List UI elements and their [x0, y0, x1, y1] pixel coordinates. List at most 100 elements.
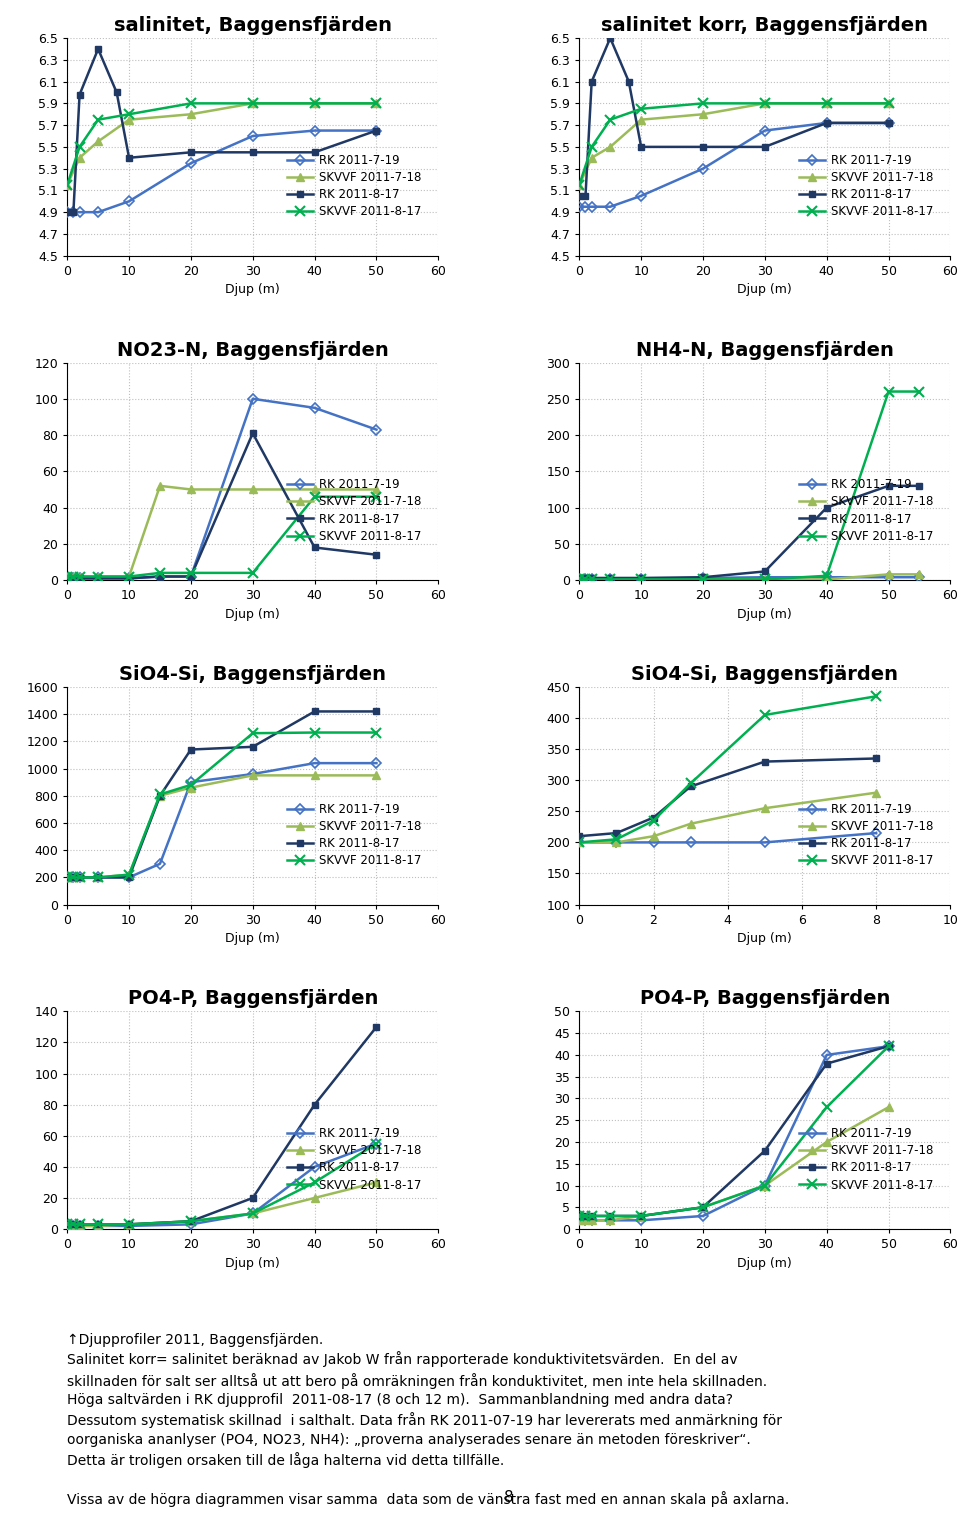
- SKVVF 2011-7-18: [611, 833, 622, 851]
- SKVVF 2011-7-18: [92, 133, 104, 151]
- RK 2011-7-19: [636, 570, 647, 588]
- RK 2011-7-19: [611, 833, 622, 851]
- SKVVF 2011-8-17: [636, 1206, 647, 1224]
- SKVVF 2011-7-18: [586, 570, 597, 588]
- RK 2011-7-19: [92, 868, 104, 886]
- Line: RK 2011-8-17: RK 2011-8-17: [63, 1023, 380, 1228]
- RK 2011-8-17: [309, 702, 321, 720]
- SKVVF 2011-7-18: [605, 1211, 616, 1229]
- RK 2011-8-17: [573, 187, 585, 206]
- RK 2011-7-19: [580, 570, 591, 588]
- RK 2011-8-17: [883, 477, 895, 495]
- SKVVF 2011-8-17: [74, 1215, 85, 1234]
- RK 2011-7-19: [586, 198, 597, 216]
- SKVVF 2011-8-17: [697, 1199, 708, 1217]
- RK 2011-7-19: [580, 1211, 591, 1229]
- SKVVF 2011-7-18: [92, 868, 104, 886]
- RK 2011-7-19: [697, 160, 708, 178]
- SKVVF 2011-7-18: [697, 570, 708, 588]
- RK 2011-7-19: [247, 126, 258, 145]
- X-axis label: Djup (m): Djup (m): [226, 1256, 280, 1270]
- Line: SKVVF 2011-7-18: SKVVF 2011-7-18: [63, 771, 380, 882]
- RK 2011-8-17: [871, 749, 882, 768]
- RK 2011-8-17: [123, 868, 134, 886]
- SKVVF 2011-8-17: [573, 1206, 585, 1224]
- Legend: RK 2011-7-19, SKVVF 2011-7-18, RK 2011-8-17, SKVVF 2011-8-17: RK 2011-7-19, SKVVF 2011-7-18, RK 2011-8…: [795, 798, 938, 871]
- RK 2011-8-17: [309, 143, 321, 161]
- SKVVF 2011-7-18: [247, 1205, 258, 1223]
- RK 2011-7-19: [185, 154, 197, 172]
- SKVVF 2011-8-17: [309, 94, 321, 113]
- RK 2011-7-19: [759, 568, 771, 586]
- SKVVF 2011-8-17: [821, 94, 832, 113]
- Line: SKVVF 2011-8-17: SKVVF 2011-8-17: [574, 387, 924, 585]
- SKVVF 2011-8-17: [636, 99, 647, 117]
- RK 2011-8-17: [697, 137, 708, 155]
- SKVVF 2011-7-18: [74, 868, 85, 886]
- Line: RK 2011-8-17: RK 2011-8-17: [576, 1043, 892, 1220]
- SKVVF 2011-7-18: [61, 175, 73, 193]
- SKVVF 2011-7-18: [123, 568, 134, 586]
- SKVVF 2011-7-18: [759, 94, 771, 113]
- RK 2011-8-17: [371, 702, 382, 720]
- RK 2011-7-19: [573, 198, 585, 216]
- RK 2011-7-19: [636, 187, 647, 206]
- SKVVF 2011-8-17: [611, 830, 622, 848]
- Title: salinitet korr, Baggensfjärden: salinitet korr, Baggensfjärden: [601, 17, 928, 35]
- RK 2011-7-19: [185, 568, 197, 586]
- SKVVF 2011-8-17: [605, 1206, 616, 1224]
- RK 2011-7-19: [697, 1206, 708, 1224]
- SKVVF 2011-8-17: [697, 570, 708, 588]
- SKVVF 2011-7-18: [185, 105, 197, 123]
- RK 2011-8-17: [605, 1206, 616, 1224]
- SKVVF 2011-8-17: [580, 570, 591, 588]
- RK 2011-7-19: [573, 1211, 585, 1229]
- Line: RK 2011-7-19: RK 2011-7-19: [63, 1141, 380, 1229]
- Line: SKVVF 2011-7-18: SKVVF 2011-7-18: [63, 481, 380, 580]
- SKVVF 2011-7-18: [74, 1217, 85, 1235]
- RK 2011-8-17: [185, 568, 197, 586]
- SKVVF 2011-7-18: [185, 1212, 197, 1231]
- RK 2011-8-17: [648, 809, 660, 827]
- RK 2011-7-19: [605, 570, 616, 588]
- Line: RK 2011-7-19: RK 2011-7-19: [576, 119, 892, 210]
- RK 2011-7-19: [309, 122, 321, 140]
- X-axis label: Djup (m): Djup (m): [737, 932, 792, 946]
- X-axis label: Djup (m): Djup (m): [737, 608, 792, 621]
- Title: PO4-P, Baggensfjärden: PO4-P, Baggensfjärden: [639, 990, 890, 1008]
- SKVVF 2011-7-18: [759, 570, 771, 588]
- SKVVF 2011-8-17: [759, 1176, 771, 1194]
- SKVVF 2011-7-18: [67, 868, 79, 886]
- RK 2011-7-19: [247, 1205, 258, 1223]
- RK 2011-7-19: [309, 1157, 321, 1176]
- RK 2011-7-19: [67, 868, 79, 886]
- SKVVF 2011-7-18: [123, 865, 134, 883]
- SKVVF 2011-8-17: [92, 868, 104, 886]
- Title: SiO4-Si, Baggensfjärden: SiO4-Si, Baggensfjärden: [119, 666, 386, 684]
- RK 2011-8-17: [580, 187, 591, 206]
- RK 2011-8-17: [371, 122, 382, 140]
- RK 2011-7-19: [648, 833, 660, 851]
- SKVVF 2011-7-18: [573, 833, 585, 851]
- SKVVF 2011-8-17: [74, 868, 85, 886]
- RK 2011-7-19: [371, 420, 382, 439]
- SKVVF 2011-7-18: [61, 1217, 73, 1235]
- RK 2011-8-17: [759, 137, 771, 155]
- Title: NO23-N, Baggensfjärden: NO23-N, Baggensfjärden: [117, 341, 389, 359]
- SKVVF 2011-8-17: [573, 570, 585, 588]
- SKVVF 2011-8-17: [67, 1215, 79, 1234]
- RK 2011-8-17: [883, 1037, 895, 1055]
- RK 2011-7-19: [123, 1217, 134, 1235]
- RK 2011-7-19: [371, 754, 382, 772]
- SKVVF 2011-7-18: [648, 827, 660, 845]
- SKVVF 2011-7-18: [74, 568, 85, 586]
- SKVVF 2011-7-18: [883, 1098, 895, 1116]
- RK 2011-8-17: [573, 1206, 585, 1224]
- Line: RK 2011-7-19: RK 2011-7-19: [63, 396, 380, 582]
- RK 2011-8-17: [92, 868, 104, 886]
- RK 2011-8-17: [61, 868, 73, 886]
- RK 2011-7-19: [74, 570, 85, 588]
- SKVVF 2011-8-17: [605, 111, 616, 129]
- SKVVF 2011-8-17: [247, 564, 258, 582]
- RK 2011-7-19: [61, 868, 73, 886]
